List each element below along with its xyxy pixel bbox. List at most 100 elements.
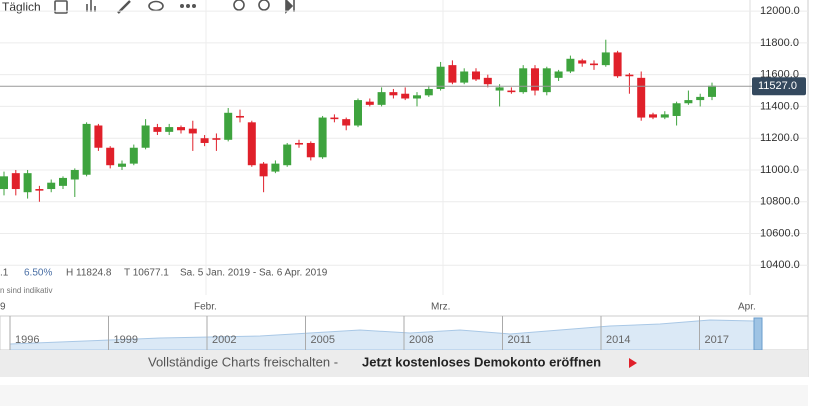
candle-body [141, 125, 150, 148]
y-tick-label: 10600.0 [760, 227, 800, 239]
last-price-label: 11527.0 [758, 80, 797, 92]
candle-body [649, 114, 657, 118]
candle-body [625, 74, 634, 77]
candle-body [472, 71, 480, 80]
candle-body [295, 142, 303, 145]
calendar-icon[interactable] [54, 0, 68, 14]
y-tick-label: 10800.0 [760, 196, 800, 208]
candle-body [696, 96, 705, 101]
candle-body [578, 60, 587, 64]
candle-body [377, 92, 386, 105]
candle-body [330, 117, 339, 120]
footer-bg [0, 385, 808, 406]
candle-body [188, 128, 197, 134]
candle-body [318, 117, 327, 158]
stat-low: T 10677.1 [124, 268, 169, 279]
play-icon[interactable] [285, 0, 295, 14]
last-price-badge [752, 77, 806, 96]
candle-body [495, 87, 504, 91]
candle-body [389, 92, 398, 96]
candle-body [283, 144, 292, 166]
candle-body [542, 68, 551, 93]
candle-body [342, 119, 351, 126]
candle-body [708, 85, 716, 97]
zoom-in-icon[interactable] [258, 0, 270, 11]
zoom-out-icon[interactable] [233, 0, 245, 11]
navigator-year: 1996 [15, 334, 39, 346]
candle-body [590, 63, 598, 66]
candle-body [59, 177, 67, 186]
navigator-year: 2005 [311, 334, 335, 346]
stat-percent: 6.50% [24, 268, 52, 279]
candle-body [94, 125, 103, 148]
candle-body [601, 52, 610, 66]
y-tick-label: 11200.0 [760, 132, 799, 144]
candle-body [483, 77, 492, 85]
banner-arrow [629, 358, 637, 368]
candle-body [236, 115, 244, 118]
candle-body [82, 123, 91, 175]
candle-body [660, 114, 669, 118]
candle-body [259, 163, 268, 177]
navigator-year: 2017 [705, 334, 729, 346]
bar-icon[interactable] [86, 0, 96, 12]
month-label: Febr. [194, 302, 217, 313]
candle-body [413, 95, 421, 99]
more-icon[interactable] [180, 4, 196, 8]
candle-body [153, 127, 162, 132]
stat-note: n sind indikativ [0, 286, 52, 295]
candle-body [35, 189, 44, 191]
candle-body [531, 68, 539, 91]
navigator-year: 2011 [508, 334, 532, 346]
navigator[interactable]: 1996 1999 2002 2005 2008 2011 2014 2017 [0, 315, 809, 351]
stat-high: H 11824.8 [66, 268, 112, 279]
candle-body [306, 142, 315, 158]
y-tick-label: 11800.0 [760, 37, 799, 49]
candle-body [436, 66, 445, 89]
month-label: Apr. [738, 302, 756, 313]
navigator-year: 2008 [409, 334, 433, 346]
candle-body [460, 71, 469, 83]
candle-body [165, 127, 174, 132]
eye-icon[interactable] [148, 0, 164, 12]
candle-body [401, 93, 410, 99]
banner-bg [0, 350, 808, 377]
y-tick-label: 11400.0 [760, 100, 799, 112]
candle-body [637, 77, 646, 118]
candle-body [11, 173, 20, 190]
candle-body [613, 52, 622, 77]
candle-body [247, 122, 256, 166]
candle-body [354, 100, 362, 126]
candle-body [271, 163, 280, 172]
candle-body [177, 127, 185, 131]
banner-text: Vollständige Charts freischalten - [148, 354, 338, 369]
candle-body [47, 182, 56, 190]
candle-body [672, 103, 681, 116]
candle-body [365, 101, 374, 105]
candle-body [566, 58, 575, 72]
candle-body [507, 90, 516, 93]
candle-body [212, 138, 221, 140]
candle-body [118, 163, 126, 167]
y-tick-label: 10400.0 [760, 259, 800, 271]
navigator-year: 2002 [212, 334, 236, 346]
banner-link[interactable]: Jetzt kostenloses Demokonto eröffnen [362, 354, 601, 369]
candle-body [519, 68, 528, 93]
candle-body [0, 176, 8, 190]
navigator-year: 1999 [114, 334, 138, 346]
candle-body [684, 100, 693, 104]
month-label: 9 [0, 302, 6, 313]
month-label: Mrz. [431, 302, 450, 313]
stat-range: Sa. 5 Jan. 2019 - Sa. 6 Apr. 2019 [180, 268, 328, 279]
candle-body [200, 138, 209, 143]
candle-body [23, 173, 32, 193]
navigator-year: 2014 [606, 334, 630, 346]
y-tick-label: 11000.0 [760, 164, 799, 176]
interval-selector[interactable]: Täglich [2, 0, 41, 14]
candle-body [70, 169, 79, 180]
candle-body [448, 65, 457, 83]
stat-change: .1 [0, 268, 9, 279]
candle-body [129, 147, 138, 164]
candle-body [424, 88, 433, 96]
